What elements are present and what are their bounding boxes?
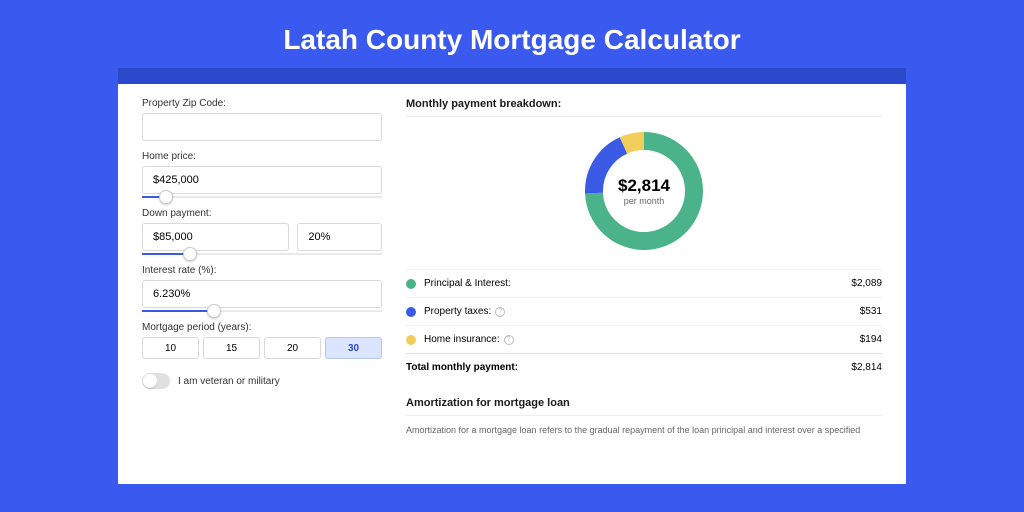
legend-row-2: Home insurance:?$194 bbox=[406, 325, 882, 353]
legend-label: Home insurance:? bbox=[424, 334, 860, 345]
period-options: 10152030 bbox=[142, 337, 382, 359]
period-btn-20[interactable]: 20 bbox=[264, 337, 321, 359]
interest-slider-fill bbox=[142, 310, 214, 312]
zip-input[interactable] bbox=[142, 113, 382, 141]
legend-value: $531 bbox=[860, 306, 882, 317]
amortization-title: Amortization for mortgage loan bbox=[406, 397, 882, 416]
calculator-panel: Property Zip Code: Home price: Down paym… bbox=[118, 84, 906, 484]
breakdown-title: Monthly payment breakdown: bbox=[406, 98, 882, 117]
legend-row-1: Property taxes:?$531 bbox=[406, 297, 882, 325]
interest-slider-thumb[interactable] bbox=[207, 304, 221, 318]
info-icon[interactable]: ? bbox=[504, 335, 514, 345]
legend-dot bbox=[406, 279, 416, 289]
veteran-toggle-knob bbox=[143, 374, 157, 388]
veteran-toggle[interactable] bbox=[142, 373, 170, 389]
down-payment-pct-input[interactable] bbox=[297, 223, 382, 251]
legend-dot bbox=[406, 307, 416, 317]
period-btn-30[interactable]: 30 bbox=[325, 337, 382, 359]
legend-label: Principal & Interest: bbox=[424, 278, 851, 289]
down-payment-slider[interactable] bbox=[142, 253, 382, 255]
donut-value: $2,814 bbox=[618, 176, 670, 196]
page-title: Latah County Mortgage Calculator bbox=[0, 0, 1024, 56]
down-payment-slider-thumb[interactable] bbox=[183, 247, 197, 261]
total-label: Total monthly payment: bbox=[406, 362, 851, 373]
info-icon[interactable]: ? bbox=[495, 307, 505, 317]
legend-rows: Principal & Interest:$2,089Property taxe… bbox=[406, 269, 882, 353]
inputs-column: Property Zip Code: Home price: Down paym… bbox=[142, 98, 382, 470]
veteran-toggle-label: I am veteran or military bbox=[178, 376, 280, 387]
amortization-body: Amortization for a mortgage loan refers … bbox=[406, 424, 882, 437]
legend-value: $2,089 bbox=[851, 278, 882, 289]
donut-chart: $2,814 per month bbox=[582, 129, 706, 253]
breakdown-column: Monthly payment breakdown: $2,814 per mo… bbox=[406, 98, 882, 470]
period-label: Mortgage period (years): bbox=[142, 322, 382, 333]
home-price-input[interactable] bbox=[142, 166, 382, 194]
total-value: $2,814 bbox=[851, 362, 882, 373]
down-payment-input[interactable] bbox=[142, 223, 289, 251]
home-price-slider[interactable] bbox=[142, 196, 382, 198]
legend-dot bbox=[406, 335, 416, 345]
zip-label: Property Zip Code: bbox=[142, 98, 382, 109]
legend-row-0: Principal & Interest:$2,089 bbox=[406, 269, 882, 297]
home-price-slider-thumb[interactable] bbox=[159, 190, 173, 204]
interest-slider[interactable] bbox=[142, 310, 382, 312]
legend-label: Property taxes:? bbox=[424, 306, 860, 317]
period-btn-10[interactable]: 10 bbox=[142, 337, 199, 359]
interest-input[interactable] bbox=[142, 280, 382, 308]
down-payment-label: Down payment: bbox=[142, 208, 382, 219]
period-btn-15[interactable]: 15 bbox=[203, 337, 260, 359]
interest-label: Interest rate (%): bbox=[142, 265, 382, 276]
donut-sublabel: per month bbox=[624, 196, 665, 206]
legend-value: $194 bbox=[860, 334, 882, 345]
home-price-label: Home price: bbox=[142, 151, 382, 162]
